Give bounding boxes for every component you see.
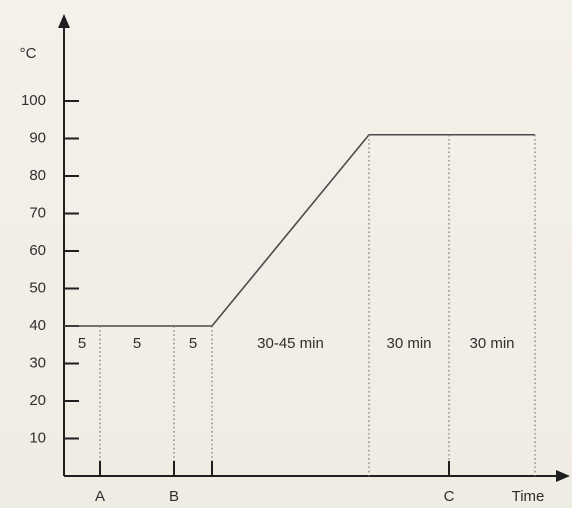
- y-tick-label: 50: [29, 279, 46, 296]
- y-tick-label: 100: [21, 92, 46, 109]
- y-tick-label: 20: [29, 392, 46, 409]
- segment-duration-label: 5: [78, 335, 86, 352]
- y-tick-label: 60: [29, 242, 46, 259]
- segment-duration-label: 30-45 min: [257, 335, 324, 352]
- y-axis-title: °C: [20, 45, 37, 62]
- segment-duration-label: 30 min: [386, 335, 431, 352]
- temperature-profile-line: [64, 133, 535, 327]
- y-tick-label: 40: [29, 317, 46, 334]
- y-tick-label: 10: [29, 429, 46, 446]
- x-marker-label: B: [169, 488, 179, 505]
- x-marker-label: A: [95, 488, 105, 505]
- x-marker-label: C: [444, 488, 455, 505]
- y-axis-arrow-icon: [58, 14, 70, 28]
- segment-duration-label: 30 min: [469, 335, 514, 352]
- x-axis-title: Time: [512, 488, 545, 505]
- y-tick-label: 90: [29, 129, 46, 146]
- segment-duration-label: 5: [189, 335, 197, 352]
- segment-duration-label: 5: [133, 335, 141, 352]
- y-tick-label: 30: [29, 354, 46, 371]
- y-tick-label: 80: [29, 167, 46, 184]
- x-axis-arrow-icon: [556, 470, 570, 482]
- y-tick-label: 70: [29, 204, 46, 221]
